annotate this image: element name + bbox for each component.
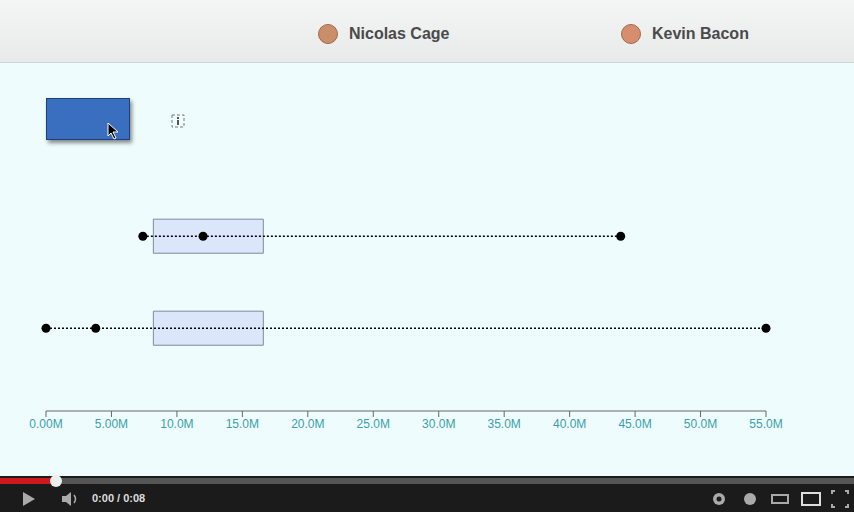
svg-text:15.0M: 15.0M — [226, 417, 259, 431]
html-text:Nicolas Cage: Nicolas Cage — [349, 25, 450, 42]
svg-text:10.0M: 10.0M — [160, 417, 193, 431]
svg-text:50.0M: 50.0M — [684, 417, 717, 431]
svg-text:0.00M: 0.00M — [29, 417, 62, 431]
svg-text:55.0M: 55.0M — [749, 417, 782, 431]
svg-text:5.00M: 5.00M — [95, 417, 128, 431]
svg-text:45.0M: 45.0M — [618, 417, 651, 431]
html-text:Kevin Bacon: Kevin Bacon — [652, 25, 749, 42]
svg-text:20.0M: 20.0M — [291, 417, 324, 431]
svg-text:35.0M: 35.0M — [488, 417, 521, 431]
svg-text:30.0M: 30.0M — [422, 417, 455, 431]
svg-text:40.0M: 40.0M — [553, 417, 586, 431]
svg-text:25.0M: 25.0M — [357, 417, 390, 431]
html-text:0:00 / 0:08: 0:00 / 0:08 — [92, 492, 146, 504]
